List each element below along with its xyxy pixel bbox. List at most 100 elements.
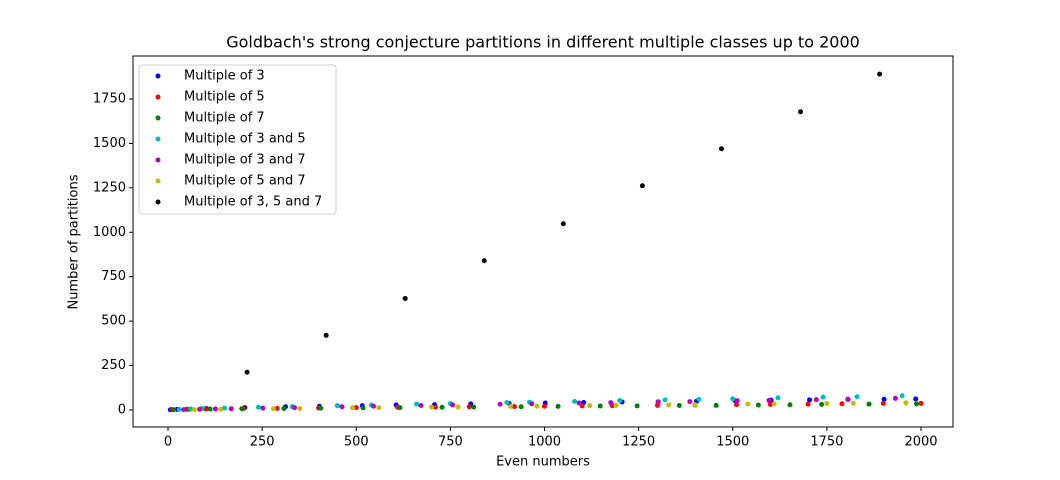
point	[471, 404, 477, 410]
point	[850, 400, 856, 406]
x-tick-label: 250	[250, 435, 275, 450]
point	[371, 403, 377, 409]
point	[613, 402, 619, 408]
point	[511, 404, 517, 410]
point	[504, 399, 510, 405]
point	[439, 404, 445, 410]
point	[734, 402, 740, 408]
point	[529, 401, 535, 407]
y-tick-label: 1750	[93, 91, 126, 106]
point	[455, 404, 461, 410]
point	[866, 401, 872, 407]
x-tick-label: 2000	[904, 435, 937, 450]
point	[555, 403, 561, 409]
point	[597, 403, 603, 409]
point	[734, 398, 740, 404]
legend-box	[138, 64, 337, 215]
point	[376, 405, 382, 411]
point	[775, 395, 781, 401]
point	[881, 396, 887, 402]
x-axis-label: Even numbers	[496, 455, 590, 470]
x-tick-label: 1000	[528, 435, 561, 450]
point	[450, 402, 456, 408]
chart-title: Goldbach's strong conjecture partitions …	[226, 33, 860, 52]
point	[518, 404, 524, 410]
point	[913, 396, 919, 402]
point	[608, 400, 614, 406]
point	[617, 398, 623, 404]
point	[203, 406, 209, 412]
point	[508, 403, 514, 409]
point	[913, 401, 919, 407]
legend-marker	[155, 73, 161, 79]
x-tick-label: 1250	[622, 435, 655, 450]
y-tick-label: 500	[101, 314, 126, 329]
point	[228, 406, 234, 412]
point	[560, 221, 566, 227]
point	[221, 405, 227, 411]
point	[639, 183, 645, 189]
plot-frame	[132, 55, 954, 428]
point	[877, 71, 883, 77]
point	[481, 258, 487, 264]
point	[466, 404, 472, 410]
legend-marker	[155, 136, 161, 142]
point	[432, 404, 438, 410]
point	[207, 406, 213, 412]
point	[334, 403, 340, 409]
legend-label: Multiple of 3 and 5	[184, 132, 306, 147]
point	[662, 397, 668, 403]
point	[260, 405, 266, 411]
point	[755, 402, 761, 408]
legend-marker	[155, 199, 161, 205]
x-tick-label: 1500	[716, 435, 749, 450]
y-tick-label: 0	[118, 402, 126, 417]
y-axis-label: Number of partitions	[67, 174, 82, 309]
point	[197, 406, 203, 412]
legend-marker	[155, 115, 161, 121]
point	[730, 396, 736, 402]
y-tick-label: 1000	[93, 225, 126, 240]
point	[918, 400, 924, 406]
x-tick-label: 500	[344, 435, 369, 450]
point	[323, 332, 329, 338]
point	[244, 369, 250, 375]
point	[413, 401, 419, 407]
point	[360, 405, 366, 411]
legend-label: Multiple of 5	[184, 90, 265, 105]
point	[655, 399, 661, 405]
point	[903, 400, 909, 406]
y-tick-label: 750	[101, 269, 126, 284]
point	[771, 401, 777, 407]
x-tick-label: 1750	[810, 435, 843, 450]
point	[218, 406, 224, 412]
legend-marker	[155, 94, 161, 100]
point	[418, 403, 424, 409]
point	[899, 393, 905, 399]
point	[181, 407, 187, 413]
point	[534, 403, 540, 409]
point	[191, 407, 197, 413]
point	[839, 401, 845, 407]
point	[429, 404, 435, 410]
point	[819, 401, 825, 407]
point	[692, 402, 698, 408]
point	[666, 402, 672, 408]
point	[676, 403, 682, 409]
point	[176, 406, 182, 412]
point	[745, 401, 751, 407]
point	[170, 407, 176, 413]
legend-label: Multiple of 5 and 7	[184, 174, 306, 189]
x-tick-label: 750	[438, 435, 463, 450]
point	[634, 403, 640, 409]
legend-marker	[155, 178, 161, 184]
point	[880, 400, 886, 406]
point	[892, 395, 898, 401]
point	[212, 406, 218, 412]
point	[292, 405, 298, 411]
point	[281, 406, 287, 412]
legend-label: Multiple of 3	[184, 69, 265, 84]
point	[696, 396, 702, 402]
point	[713, 402, 719, 408]
